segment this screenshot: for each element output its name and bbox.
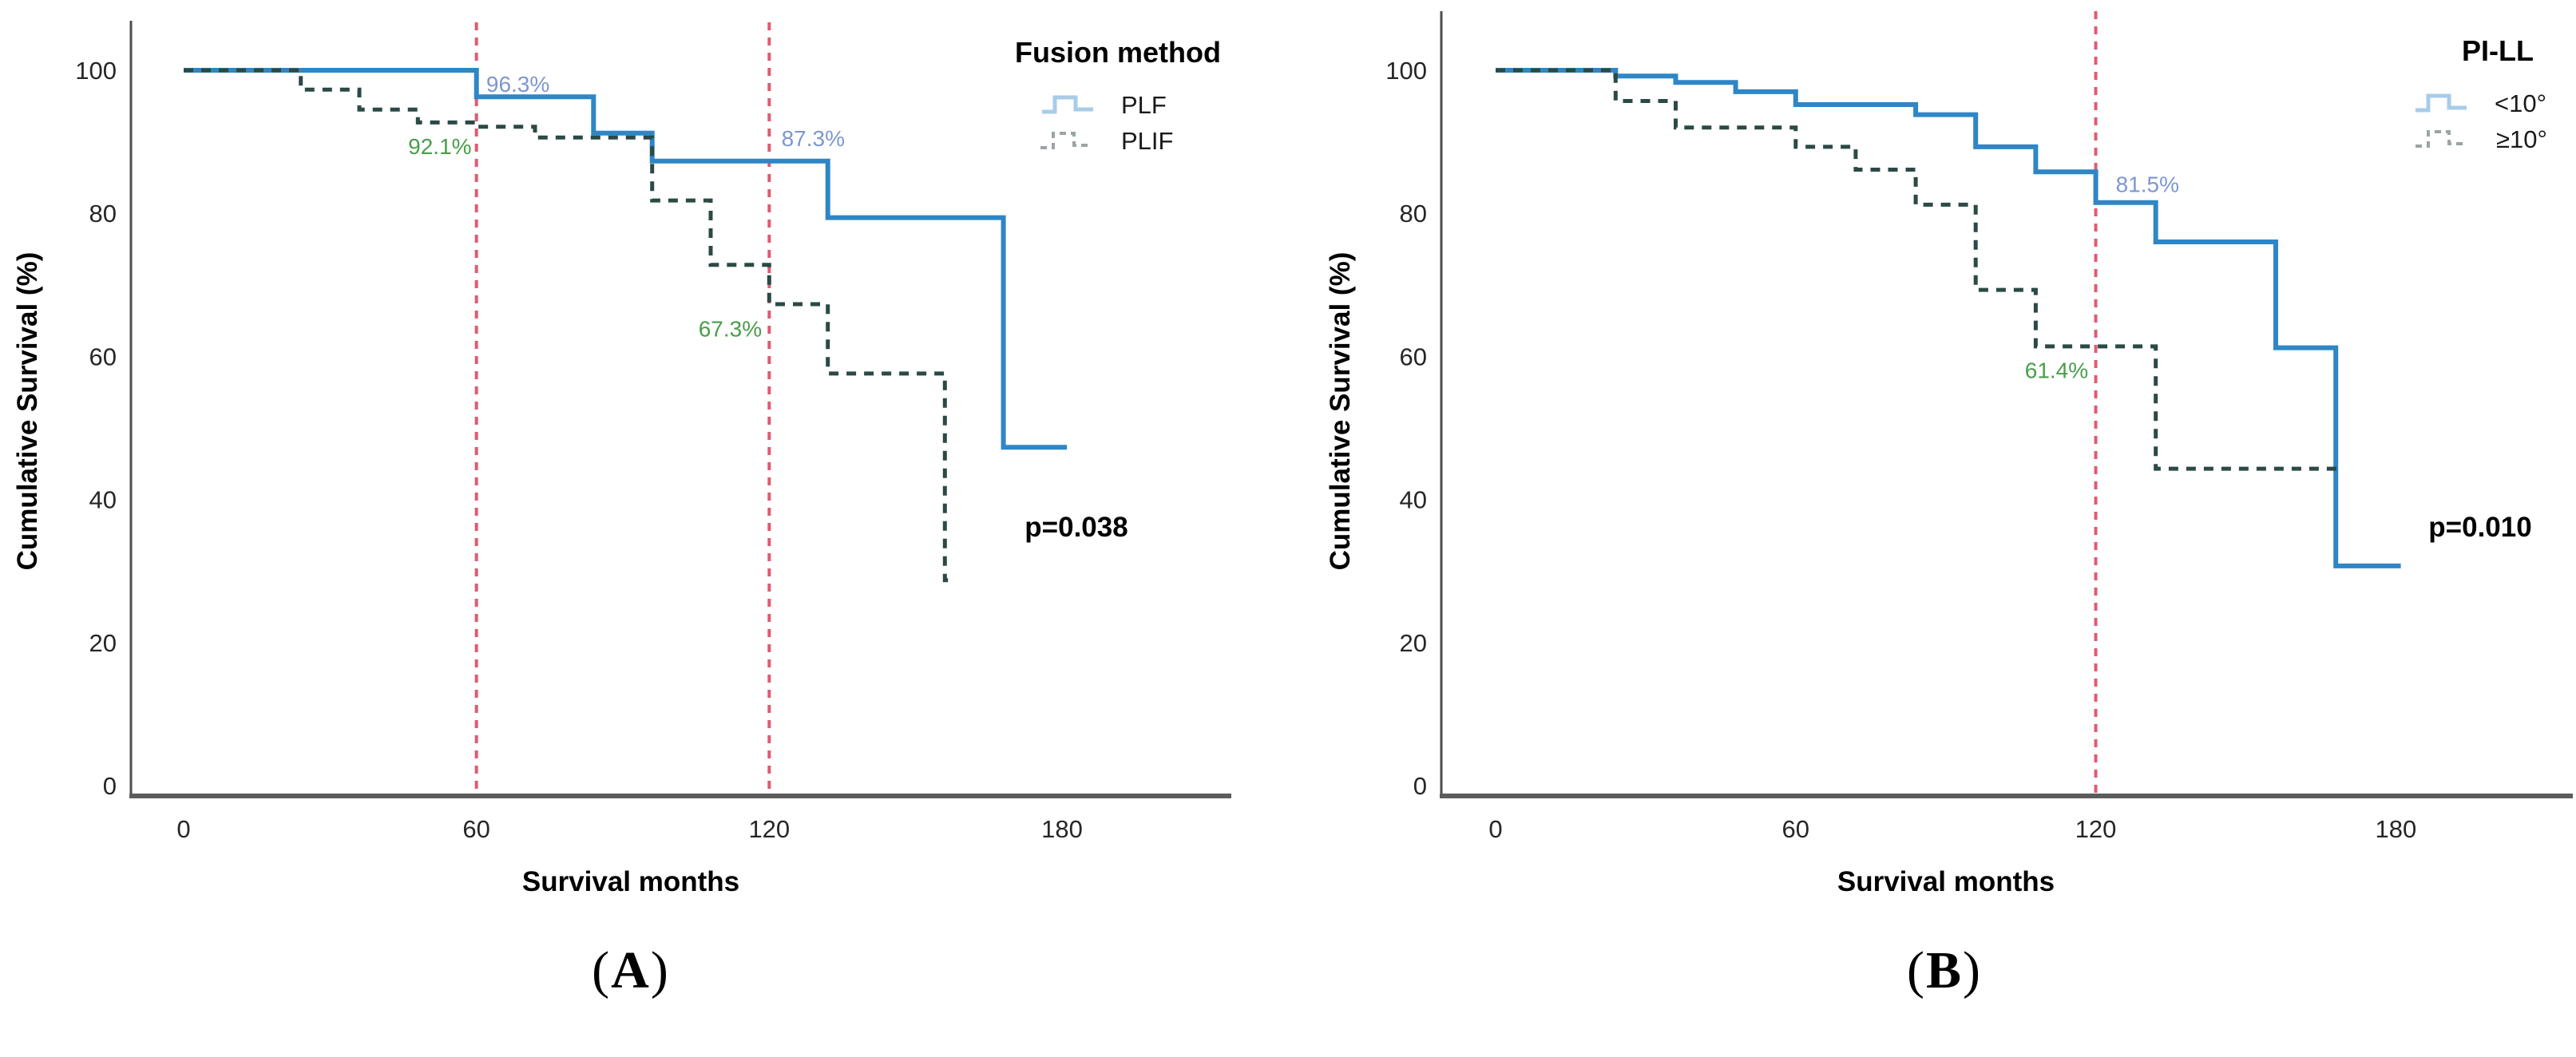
legend: Fusion method PLF PLIF	[1015, 36, 1221, 155]
legend-swatch-dashed-step-icon	[2415, 130, 2467, 148]
legend-label-10: <10°	[2495, 89, 2546, 117]
legend-title: Fusion method	[1015, 36, 1221, 69]
legend-title: PI-LL	[2462, 34, 2534, 67]
caption-a-close: )	[650, 941, 670, 1000]
survival-annotation-87.3: 87.3%	[782, 126, 845, 151]
y-axis-title: Cumulative Survival (%)	[1325, 252, 1356, 571]
legend-swatch-solid-step-icon	[2415, 93, 2467, 113]
km-curve-10	[1496, 68, 2401, 568]
p-value-label: p=0.010	[2428, 512, 2531, 543]
x-tick-label-180: 180	[2375, 815, 2416, 843]
caption-a-letter: A	[611, 941, 651, 1000]
y-tick-label-100: 100	[75, 57, 117, 85]
legend-swatch-solid-step-icon	[1042, 95, 1093, 114]
x-axis-title: Survival months	[1837, 866, 2055, 897]
x-axis-title: Survival months	[522, 866, 739, 897]
x-tick-label-120: 120	[748, 815, 790, 843]
km-panel-b: 0 20 40 60 80 100 0 60 120 180 Survival months Cumu…	[1325, 11, 2573, 897]
x-tick-label-60: 60	[462, 815, 489, 843]
x-tick-label-120: 120	[2075, 815, 2117, 843]
y-axis-title: Cumulative Survival (%)	[12, 252, 43, 571]
survival-annotation-67.3: 67.3%	[699, 316, 762, 341]
legend: PI-LL <10° ≥10°	[2415, 34, 2547, 153]
y-tick-label-0: 0	[103, 772, 117, 800]
caption-b-close: )	[1963, 941, 1982, 1000]
y-tick-label-60: 60	[1400, 342, 1427, 370]
survival-annotation-92.1: 92.1%	[408, 134, 471, 159]
y-tick-label-80: 80	[1400, 200, 1427, 228]
km-curve-plif	[184, 68, 955, 583]
x-tick-label-180: 180	[1041, 815, 1083, 843]
p-value-label: p=0.038	[1024, 512, 1127, 543]
survival-annotation-61.4: 61.4%	[2025, 358, 2088, 382]
y-tick-label-40: 40	[89, 486, 117, 514]
y-tick-label-40: 40	[1400, 486, 1427, 514]
y-tick-label-80: 80	[89, 200, 117, 228]
legend-label-10: ≥10°	[2496, 125, 2547, 153]
km-panel-a: 0 20 40 60 80 100 0 60 120 180 Survival months Cumu…	[12, 21, 1231, 897]
legend-swatch-dashed-step-icon	[1040, 132, 1092, 149]
panel-b-caption: (B)	[1785, 940, 2104, 1001]
caption-a-open: (	[592, 941, 612, 1000]
y-tick-label-0: 0	[1413, 772, 1427, 800]
y-tick-label-100: 100	[1385, 57, 1427, 85]
caption-b-open: (	[1907, 941, 1926, 1000]
km-curve-10	[1496, 68, 2339, 471]
legend-label-plf: PLF	[1121, 91, 1167, 119]
y-tick-label-20: 20	[1400, 629, 1427, 657]
legend-label-plif: PLIF	[1121, 127, 1173, 155]
km-curve-plf	[184, 68, 1068, 450]
x-tick-label-60: 60	[1782, 815, 1809, 843]
x-tick-label-0: 0	[176, 815, 190, 843]
survival-annotation-96.3: 96.3%	[486, 72, 549, 97]
survival-annotation-81.5: 81.5%	[2116, 172, 2179, 196]
y-tick-label-60: 60	[89, 342, 117, 370]
x-tick-label-0: 0	[1488, 815, 1502, 843]
panel-a-caption: (A)	[471, 940, 791, 1001]
caption-b-letter: B	[1925, 941, 1964, 1000]
y-tick-label-20: 20	[89, 629, 117, 657]
